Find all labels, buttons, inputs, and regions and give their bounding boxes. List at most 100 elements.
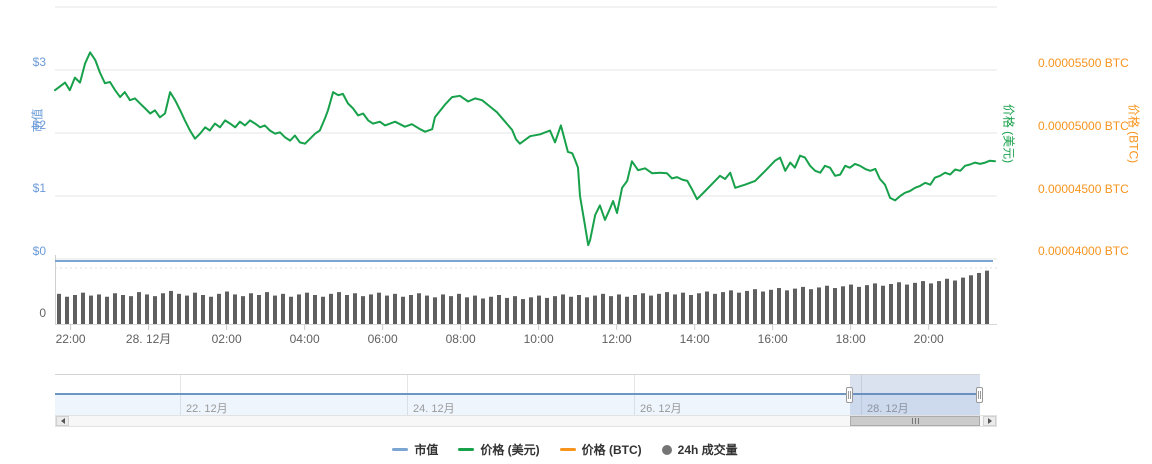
- scrollbar-thumb[interactable]: [850, 416, 980, 426]
- volume-axis-zero-label: 0: [39, 306, 46, 320]
- volume-bar: [137, 292, 141, 324]
- volume-bar: [761, 291, 765, 324]
- main-chart-plot-area[interactable]: 22:00 28. 12月 02:00 04:00 06:00 08:00 10:00 12:…: [0, 0, 1152, 352]
- y-axis-title-market-cap: 市值: [30, 108, 45, 133]
- volume-bar: [881, 285, 885, 324]
- x-axis-label: 14:00: [680, 332, 710, 346]
- volume-bar: [465, 297, 469, 324]
- navigator-selected-range[interactable]: [850, 375, 980, 415]
- volume-bar: [617, 294, 621, 324]
- volume-bar: [945, 278, 949, 324]
- y-axis-label-usd: $0: [32, 244, 46, 258]
- volume-bar: [633, 295, 637, 324]
- volume-bar: [425, 295, 429, 324]
- volume-bar: [737, 292, 741, 324]
- volume-bar: [969, 275, 973, 324]
- volume-bar: [825, 285, 829, 324]
- volume-bar: [521, 299, 525, 324]
- volume-bar: [161, 293, 165, 324]
- scrollbar-left-button[interactable]: [56, 416, 69, 426]
- volume-bar: [201, 295, 205, 324]
- volume-bar: [833, 288, 837, 324]
- line-swatch-icon: [392, 448, 409, 451]
- volume-bar: [865, 285, 869, 324]
- volume-bar: [153, 296, 157, 324]
- volume-bar: [489, 296, 493, 324]
- navigator-left-handle[interactable]: [846, 387, 853, 403]
- volume-bar: [673, 294, 677, 324]
- y-axis-label-btc: 0.00004000 BTC: [1038, 244, 1129, 258]
- navigator[interactable]: 22. 12月 24. 12月 26. 12月 28. 12月: [55, 374, 983, 415]
- navigator-date-label: 28. 12月: [867, 403, 909, 415]
- volume-bar: [681, 292, 685, 324]
- volume-bar: [321, 296, 325, 324]
- volume-bar: [129, 296, 133, 324]
- volume-bar: [505, 297, 509, 324]
- navigator-date-label: 24. 12月: [413, 403, 455, 415]
- volume-bar: [569, 296, 573, 324]
- volume-bar: [233, 294, 237, 324]
- volume-bar: [289, 296, 293, 324]
- volume-bar: [657, 293, 661, 324]
- volume-bar: [313, 295, 317, 324]
- legend-item-price-usd[interactable]: 价格 (美元): [458, 441, 540, 458]
- volume-bar: [249, 293, 253, 324]
- volume-bar: [441, 294, 445, 324]
- volume-bar: [897, 282, 901, 324]
- volume-bar: [553, 296, 557, 324]
- navigator-right-handle[interactable]: [976, 387, 983, 403]
- volume-bar: [409, 295, 413, 324]
- navigator-date-label: 26. 12月: [640, 403, 682, 415]
- y-axis-label-usd: $3: [32, 55, 46, 69]
- y-axis-title-price-btc: 价格 (BTC): [1126, 103, 1141, 164]
- navigator-series-line: [55, 393, 980, 395]
- line-swatch-icon: [559, 448, 576, 451]
- volume-bar: [369, 294, 373, 324]
- volume-bar: [745, 290, 749, 324]
- volume-bar: [665, 292, 669, 324]
- arrow-right-icon: [987, 418, 995, 424]
- circle-swatch-icon: [661, 444, 672, 455]
- volume-bar: [961, 277, 965, 324]
- volume-bar: [97, 294, 101, 324]
- volume-bar: [393, 293, 397, 324]
- volume-bar: [105, 296, 109, 324]
- x-axis-label: 02:00: [212, 332, 242, 346]
- scrollbar-track[interactable]: [55, 415, 997, 427]
- volume-bar: [305, 292, 309, 324]
- volume-bar: [713, 293, 717, 324]
- scrollbar-right-button[interactable]: [983, 416, 996, 426]
- volume-bar: [625, 296, 629, 324]
- volume-bar: [689, 295, 693, 324]
- volume-bar: [433, 297, 437, 324]
- x-axis-label: 10:00: [524, 332, 554, 346]
- x-axis-label: 12:00: [602, 332, 632, 346]
- volume-bar: [857, 286, 861, 324]
- volume-bar: [265, 292, 269, 324]
- volume-bar: [513, 296, 517, 324]
- volume-bar: [953, 280, 957, 324]
- volume-bar: [177, 293, 181, 324]
- legend-item-volume[interactable]: 24h 成交量: [661, 441, 738, 458]
- volume-bar: [585, 297, 589, 324]
- volume-bar: [929, 283, 933, 324]
- volume-bar: [873, 283, 877, 324]
- volume-bar: [977, 272, 981, 324]
- legend-item-price-btc[interactable]: 价格 (BTC): [559, 441, 642, 458]
- volume-bar: [593, 295, 597, 324]
- volume-bar: [937, 281, 941, 324]
- volume-bar: [497, 295, 501, 324]
- volume-bar: [353, 293, 357, 324]
- navigator-gridline: [180, 375, 181, 415]
- volume-bar: [801, 286, 805, 324]
- y-axis-title-price-usd: 价格 (美元): [1001, 103, 1016, 164]
- legend-item-market-cap[interactable]: 市值: [392, 441, 438, 458]
- line-swatch-icon: [458, 448, 475, 451]
- volume-bar: [529, 297, 533, 324]
- volume-bar: [641, 293, 645, 324]
- x-axis-label: 22:00: [56, 332, 86, 346]
- volume-bar: [73, 295, 77, 324]
- volume-bar: [145, 294, 149, 324]
- volume-bar: [209, 296, 213, 324]
- volume-bar: [473, 295, 477, 324]
